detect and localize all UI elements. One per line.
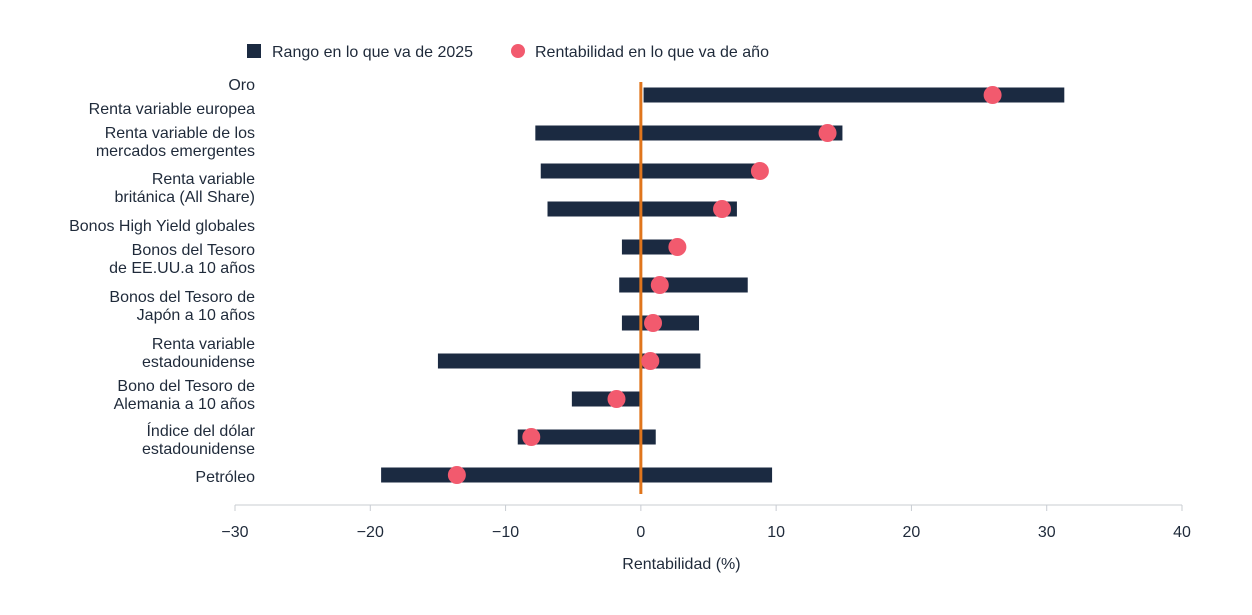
x-axis-ticks: −30 −20 −10 0 10 20 30 40 (221, 505, 1191, 541)
category-label: Renta variable (152, 336, 255, 353)
ytd-dot (713, 200, 732, 218)
x-tick-label: 20 (903, 524, 921, 541)
range-bar (540, 163, 762, 179)
x-tick-label: −30 (221, 524, 248, 541)
category-label: Oro (228, 77, 255, 94)
legend-swatch-dot (511, 44, 525, 58)
category-label: estadounidense (142, 354, 255, 371)
ytd-dot (668, 238, 687, 256)
range-bars (381, 87, 1065, 483)
category-label: estadounidense (142, 441, 255, 458)
category-label: Renta variable europea (89, 101, 255, 118)
legend-label-dot: Rentabilidad en lo que va de año (535, 44, 769, 61)
x-tick-label: −10 (492, 524, 519, 541)
ytd-dot (644, 314, 663, 332)
ytd-dot (641, 352, 660, 370)
category-label: mercados emergentes (96, 143, 255, 160)
ytd-dot (447, 466, 466, 484)
category-label: Bonos del Tesoro de (109, 289, 255, 306)
x-axis-title: Rentabilidad (%) (622, 556, 740, 573)
range-bar (535, 125, 843, 141)
category-label: Bonos High Yield globales (69, 218, 255, 235)
category-label: Alemania a 10 años (114, 396, 255, 413)
ytd-dot (750, 162, 769, 180)
legend: Rango en lo que va de 2025 Rentabilidad e… (247, 44, 769, 61)
category-label: Bonos del Tesoro (132, 242, 255, 259)
category-label: británica (All Share) (115, 189, 256, 206)
range-bar (571, 391, 641, 407)
x-tick-label: −20 (357, 524, 384, 541)
x-tick-label: 10 (767, 524, 785, 541)
x-tick-label: 40 (1173, 524, 1191, 541)
category-label: Renta variable (152, 171, 255, 188)
category-label: Bono del Tesoro de (117, 378, 255, 395)
ytd-dot (650, 276, 669, 294)
category-label: Índice del dólar (146, 421, 255, 440)
legend-label-range: Rango en lo que va de 2025 (272, 44, 473, 61)
ytd-dot (983, 86, 1002, 104)
category-label: Petróleo (195, 469, 255, 486)
range-bar (517, 429, 656, 445)
ytd-dot (607, 390, 626, 408)
category-label: Japón a 10 años (137, 307, 255, 324)
category-labels: Oro Renta variable europea Renta variable … (69, 77, 256, 486)
range-bar (621, 239, 678, 255)
category-label: de EE.UU.a 10 años (109, 260, 255, 277)
x-tick-label: 0 (636, 524, 645, 541)
category-label: Renta variable de los (105, 125, 255, 142)
ytd-dots (447, 86, 1002, 484)
x-tick-label: 30 (1038, 524, 1056, 541)
range-bar (381, 467, 773, 483)
ytd-dot (818, 124, 837, 142)
range-bar (619, 277, 748, 293)
legend-swatch-range (247, 44, 261, 58)
range-bar (643, 87, 1065, 103)
range-bar (437, 353, 701, 369)
ytd-dot (522, 428, 541, 446)
